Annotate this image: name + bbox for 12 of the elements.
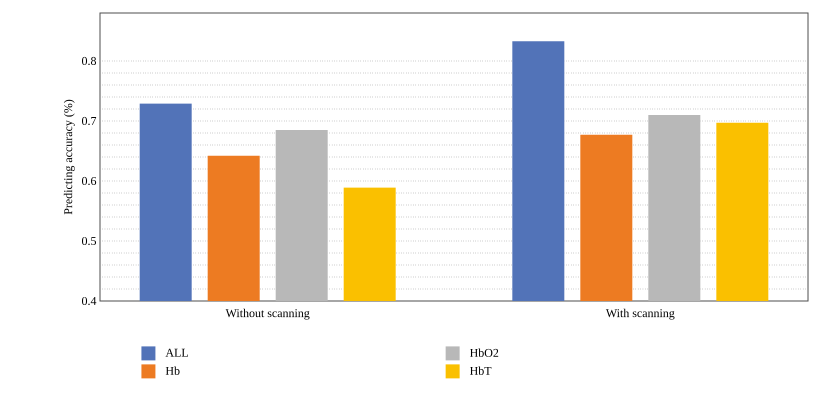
- x-tick-label: With scanning: [606, 308, 675, 320]
- legend-label: ALL: [166, 348, 188, 357]
- legend-label: HbT: [470, 366, 492, 375]
- y-tick-label: 0.8: [82, 56, 96, 66]
- y-axis-title: Predicting accuracy (%): [64, 100, 75, 214]
- legend-label: Hb: [166, 366, 180, 375]
- x-tick-label: Without scanning: [226, 308, 310, 320]
- y-tick-label: 0.7: [82, 116, 96, 126]
- y-tick-label: 0.5: [82, 236, 96, 246]
- legend-label: HbO2: [470, 348, 498, 357]
- y-tick-label: 0.6: [82, 176, 96, 186]
- y-tick-label: 0.4: [82, 296, 96, 306]
